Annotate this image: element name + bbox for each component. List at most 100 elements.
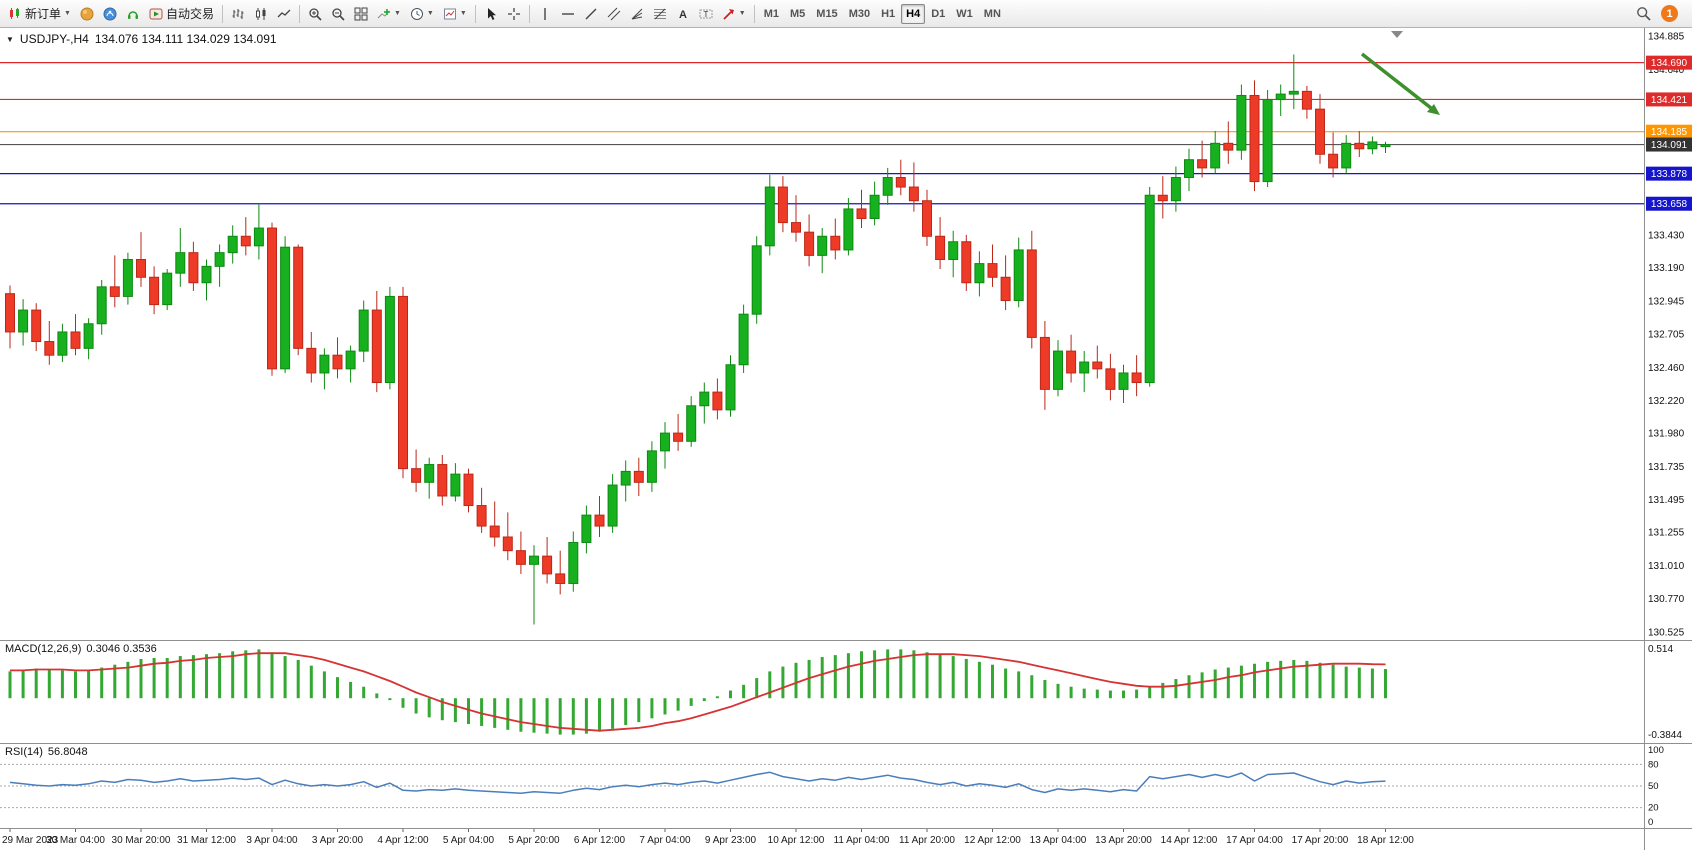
autotrading-icon — [149, 8, 163, 19]
svg-text:50: 50 — [1648, 781, 1659, 792]
pane-separator[interactable] — [0, 743, 1692, 744]
bar-chart-button[interactable] — [227, 3, 249, 25]
crosshair-button[interactable] — [503, 3, 525, 25]
channel-button[interactable] — [603, 3, 625, 25]
macd-name: MACD(12,26,9) — [5, 643, 82, 655]
svg-text:131.495: 131.495 — [1648, 495, 1685, 506]
svg-text:-0.3844: -0.3844 — [1648, 730, 1682, 741]
chart-title: ▼ USDJPY-,H4 134.076 134.111 134.029 134… — [6, 32, 277, 46]
toolbar-separator — [753, 4, 755, 23]
svg-text:131.255: 131.255 — [1648, 528, 1685, 539]
timeframe-m30[interactable]: M30 — [844, 4, 875, 24]
candle-chart-button[interactable] — [250, 3, 272, 25]
toolbar-separator — [298, 4, 300, 23]
time-label: 30 Mar 20:00 — [112, 835, 171, 846]
time-label: 3 Apr 04:00 — [246, 835, 298, 846]
time-label: 29 Mar 2023 — [2, 835, 59, 846]
macd-panel[interactable]: 0.514 -0.3844 — [0, 641, 1692, 743]
svg-text:134.185: 134.185 — [1651, 127, 1688, 138]
one-click-trading-toggle[interactable]: ▼ — [6, 34, 14, 44]
svg-text:134.421: 134.421 — [1651, 95, 1688, 106]
price-axis-separator[interactable] — [1644, 28, 1645, 850]
arrows-icon — [723, 8, 734, 20]
tile-windows-button[interactable] — [350, 3, 372, 25]
chevron-down-icon: ▼ — [393, 10, 401, 17]
toolbar-separator — [528, 4, 530, 23]
svg-text:133.878: 133.878 — [1651, 169, 1688, 180]
timeframe-group: M1 M5 M15 M30 H1 H4 D1 W1 MN — [759, 3, 1006, 24]
new-order-button[interactable]: 新订单 ▼ — [4, 3, 75, 25]
autotrading-button[interactable]: 自动交易 — [145, 3, 218, 25]
time-label: 17 Apr 20:00 — [1292, 835, 1349, 846]
svg-text:0: 0 — [1648, 817, 1653, 828]
channel-icon — [607, 7, 621, 20]
timeframe-m1[interactable]: M1 — [759, 4, 784, 24]
signals-button[interactable] — [99, 3, 121, 25]
svg-text:130.770: 130.770 — [1648, 594, 1685, 605]
vertical-line-button[interactable] — [534, 3, 556, 25]
timeframe-m5[interactable]: M5 — [785, 4, 810, 24]
timeframe-mn[interactable]: MN — [979, 4, 1006, 24]
svg-text:132.220: 132.220 — [1648, 396, 1685, 407]
sounds-button[interactable] — [122, 3, 144, 25]
timeframe-h4[interactable]: H4 — [901, 3, 926, 24]
templates-button[interactable]: ▼ — [439, 3, 471, 25]
svg-text:133.190: 133.190 — [1648, 263, 1685, 274]
horizontal-line-button[interactable] — [557, 3, 579, 25]
toolbar-separator — [474, 4, 476, 23]
pane-separator[interactable] — [0, 828, 1692, 829]
market-icon — [80, 7, 94, 20]
new-order-label: 新订单 — [25, 7, 62, 21]
timeframe-d1[interactable]: D1 — [926, 4, 950, 24]
time-label: 9 Apr 23:00 — [705, 835, 757, 846]
rsi-panel[interactable]: 100 80 50 20 0 — [0, 744, 1692, 828]
periods-button[interactable]: ▼ — [406, 3, 438, 25]
trendline-button[interactable] — [580, 3, 602, 25]
periods-clock-icon — [410, 7, 423, 20]
time-label: 4 Apr 12:00 — [377, 835, 429, 846]
zoom-in-button[interactable] — [304, 3, 326, 25]
svg-text:0.514: 0.514 — [1648, 644, 1673, 655]
svg-text:130.525: 130.525 — [1648, 628, 1685, 639]
cursor-button[interactable] — [480, 3, 502, 25]
text-button[interactable]: A — [672, 3, 694, 25]
svg-text:134.885: 134.885 — [1648, 32, 1685, 43]
time-label: 3 Apr 20:00 — [312, 835, 364, 846]
signals-icon — [103, 7, 117, 20]
timeframe-w1[interactable]: W1 — [951, 4, 978, 24]
search-icon[interactable] — [1636, 6, 1651, 21]
line-chart-button[interactable] — [273, 3, 295, 25]
new-order-icon — [10, 7, 19, 19]
bar-chart-icon — [232, 8, 244, 19]
crosshair-icon — [507, 7, 520, 20]
svg-text:133.430: 133.430 — [1648, 230, 1685, 241]
svg-text:131.980: 131.980 — [1648, 429, 1685, 440]
fibonacci-button[interactable] — [649, 3, 671, 25]
time-label: 11 Apr 20:00 — [899, 835, 955, 846]
time-label: 5 Apr 20:00 — [508, 835, 560, 846]
svg-text:80: 80 — [1648, 759, 1659, 770]
chevron-down-icon: ▼ — [738, 10, 746, 17]
sounds-icon — [127, 10, 138, 19]
price-chart[interactable]: 134.885 134.640 133.430 133.190 132.945 132.7… — [0, 28, 1692, 640]
text-label-button[interactable]: T — [695, 3, 717, 25]
timeframe-m15[interactable]: M15 — [811, 4, 842, 24]
time-label: 13 Apr 04:00 — [1030, 835, 1087, 846]
tile-windows-icon — [354, 7, 368, 20]
trendline-icon — [585, 8, 597, 19]
time-label: 11 Apr 04:00 — [834, 835, 890, 846]
zoom-out-button[interactable] — [327, 3, 349, 25]
gann-button[interactable] — [626, 3, 648, 25]
notification-badge[interactable]: 1 — [1661, 5, 1678, 22]
rsi-value: 56.8048 — [47, 746, 88, 758]
arrows-button[interactable]: ▼ — [718, 3, 750, 25]
indicators-button[interactable]: ▼ — [373, 3, 405, 25]
text-label-icon: T — [699, 9, 713, 19]
templates-icon — [443, 8, 456, 19]
timeframe-h1[interactable]: H1 — [876, 4, 900, 24]
time-label: 5 Apr 04:00 — [443, 835, 495, 846]
market-button[interactable] — [76, 3, 98, 25]
pane-separator[interactable] — [0, 640, 1692, 641]
